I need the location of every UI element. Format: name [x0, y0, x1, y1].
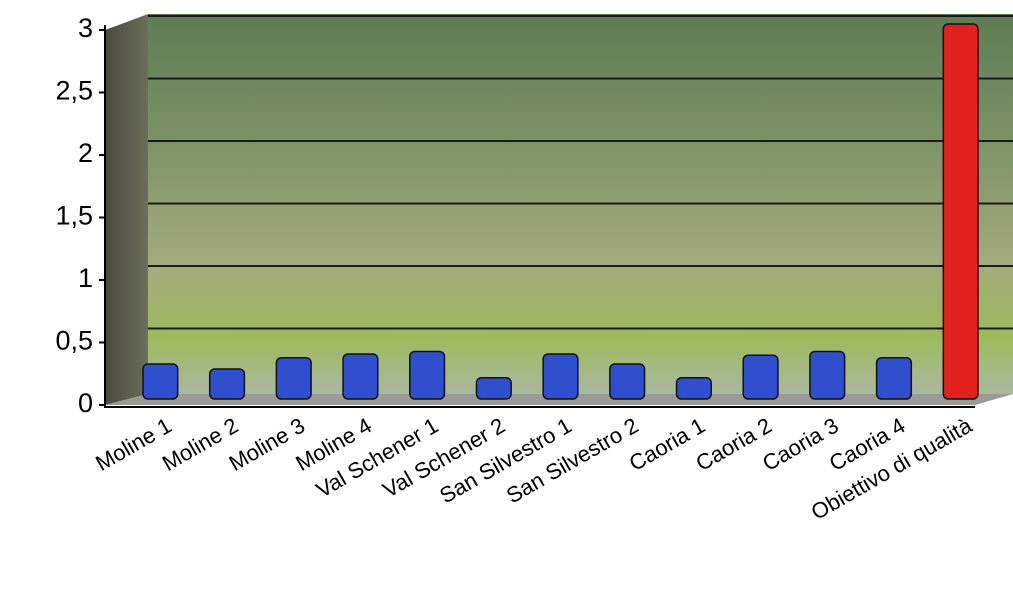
bar [609, 363, 646, 400]
side-wall [105, 14, 148, 405]
bar [475, 377, 512, 400]
bar [409, 350, 446, 400]
bar [875, 357, 913, 400]
x-tick-label: Moline 2 [158, 413, 243, 476]
y-tick-label: 2 [78, 138, 93, 168]
y-tick-label: 2,5 [55, 76, 93, 106]
bar [809, 350, 846, 400]
x-tick-label: Caoria 1 [625, 413, 710, 476]
y-tick-label: 1,5 [55, 201, 93, 231]
x-tick-label: Moline 3 [225, 413, 310, 476]
bar [275, 357, 312, 400]
y-tick-label: 3 [78, 13, 93, 43]
y-tick-label: 0,5 [55, 326, 93, 356]
x-tick-label: Caoria 2 [691, 413, 776, 476]
bar [742, 354, 779, 400]
bar [142, 363, 179, 400]
x-tick-label: Caoria 3 [758, 413, 843, 476]
bar [342, 353, 379, 400]
bar [542, 353, 579, 400]
bar [208, 368, 246, 400]
y-tick-label: 0 [78, 388, 93, 418]
x-tick-label: Moline 1 [91, 413, 176, 476]
bar [942, 23, 979, 400]
y-tick-label: 1 [78, 263, 93, 293]
bar [675, 377, 712, 400]
